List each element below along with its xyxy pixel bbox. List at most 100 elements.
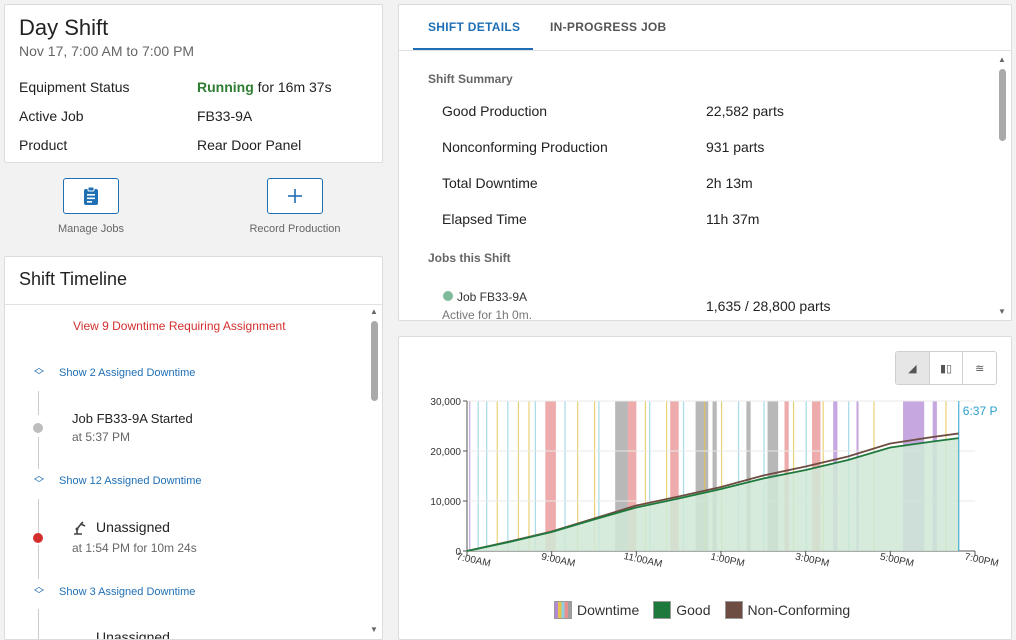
x-tick-label: 5:00PM xyxy=(879,552,915,570)
jobs-this-shift-heading: Jobs this Shift xyxy=(428,251,511,265)
scroll-up-icon[interactable]: ▲ xyxy=(370,307,378,316)
downtime-band xyxy=(644,401,646,551)
show-assigned-downtime-link-2[interactable]: Show 12 Assigned Downtime xyxy=(59,475,202,487)
good-production-value: 22,582 parts xyxy=(706,103,784,119)
active-job-label: Active Job xyxy=(19,108,84,124)
downtime-band xyxy=(594,401,596,551)
legend-label-downtime: Downtime xyxy=(577,602,640,618)
downtime-band xyxy=(665,401,668,551)
shift-title: Day Shift xyxy=(19,15,109,40)
nonconforming-label: Nonconforming Production xyxy=(442,139,608,155)
elapsed-time-value: 11h 37m xyxy=(706,211,760,227)
shift-details-card: SHIFT DETAILS IN-PROGRESS JOB Shift Summ… xyxy=(398,4,1012,321)
tab-in-progress-job[interactable]: IN-PROGRESS JOB xyxy=(550,20,667,34)
good-production-label: Good Production xyxy=(442,103,548,119)
timeline-connector xyxy=(38,499,39,533)
downtime-band xyxy=(682,401,685,551)
chart-type-toggle[interactable]: ◢ ▮▯ ≊ xyxy=(895,351,997,385)
robot-arm-icon xyxy=(74,521,86,535)
scroll-up-icon[interactable]: ▲ xyxy=(998,55,1006,64)
expand-chevron-icon[interactable]: ︿ ﹀ xyxy=(34,582,44,601)
scroll-down-icon[interactable]: ▼ xyxy=(370,625,378,634)
x-tick-label: 11:00AM xyxy=(622,551,663,570)
stacked-chart-icon[interactable]: ≊ xyxy=(962,352,996,384)
record-production-action[interactable]: Record Production xyxy=(231,178,359,235)
good-series-line xyxy=(466,437,959,552)
details-scrollbar[interactable]: ▲ ▼ xyxy=(997,53,1009,320)
downtime-band xyxy=(712,401,717,551)
timeline-connector xyxy=(38,609,39,639)
job-status-dot xyxy=(443,291,453,301)
job-status: Active for 1h 0m. xyxy=(442,308,533,321)
job-progress: 1,635 / 28,800 parts xyxy=(706,298,831,314)
downtime-band xyxy=(545,401,556,551)
downtime-band xyxy=(746,401,751,551)
show-assigned-downtime-link-3[interactable]: Show 3 Assigned Downtime xyxy=(59,586,196,598)
legend-good[interactable]: Good xyxy=(653,601,711,619)
event-job-started: Job FB33-9A Started xyxy=(72,411,193,426)
y-tick-label: 20,000 xyxy=(430,447,461,458)
area-chart-icon[interactable]: ◢ xyxy=(896,352,929,384)
expand-chevron-icon[interactable]: ︿ ﹀ xyxy=(34,363,44,382)
downtime-band xyxy=(507,401,509,551)
clipboard-icon xyxy=(84,187,98,205)
timeline-divider xyxy=(5,304,382,305)
legend-nonconforming[interactable]: Non-Conforming xyxy=(724,601,850,619)
downtime-band xyxy=(721,401,723,551)
current-time-label: 6:37 P xyxy=(963,404,998,418)
manage-jobs-action[interactable]: Manage Jobs xyxy=(41,178,141,235)
tab-divider xyxy=(399,50,1011,51)
downtime-band xyxy=(517,401,519,551)
downtime-band xyxy=(534,401,537,551)
legend-swatch-nonconforming xyxy=(724,601,743,619)
record-production-button[interactable] xyxy=(267,178,323,214)
downtime-band xyxy=(496,401,498,551)
production-chart-card: ◢ ▮▯ ≊ 0 10,000 20,000 30,000 7:00AM 9:00AM 11… xyxy=(398,336,1012,640)
running-status: Running xyxy=(197,79,254,95)
event-unassigned-2[interactable]: Unassigned xyxy=(96,629,170,640)
running-duration: for 16m 37s xyxy=(257,79,332,95)
details-scroll-thumb[interactable] xyxy=(999,69,1006,141)
x-tick-label: 7:00PM xyxy=(964,552,1000,570)
event-job-started-time: at 5:37 PM xyxy=(72,430,131,444)
downtime-band xyxy=(528,401,530,551)
job-name[interactable]: Job FB33-9A xyxy=(457,290,528,304)
product-value: Rear Door Panel xyxy=(197,137,302,153)
y-tick-label: 0 xyxy=(455,547,461,558)
shift-summary-card: Day Shift Nov 17, 7:00 AM to 7:00 PM Equ… xyxy=(4,4,383,163)
timeline-event-dot-unassigned xyxy=(33,533,43,543)
downtime-band xyxy=(598,401,600,551)
timeline-scrollbar[interactable]: ▲ ▼ xyxy=(368,307,380,639)
show-assigned-downtime-link-1[interactable]: Show 2 Assigned Downtime xyxy=(59,367,196,379)
x-tick-label: 7:00AM xyxy=(456,552,492,570)
x-tick-label: 1:00PM xyxy=(710,552,746,570)
equipment-status-label: Equipment Status xyxy=(19,79,130,95)
shift-time-range: Nov 17, 7:00 AM to 7:00 PM xyxy=(19,43,195,59)
x-tick-label: 3:00PM xyxy=(794,552,830,570)
downtime-band xyxy=(627,401,637,551)
shift-timeline-card: Shift Timeline View 9 Downtime Requiring… xyxy=(4,256,383,640)
manage-jobs-button[interactable] xyxy=(63,178,119,214)
product-label: Product xyxy=(19,137,68,153)
legend-downtime[interactable]: Downtime xyxy=(554,601,639,619)
total-downtime-value: 2h 13m xyxy=(706,175,753,191)
downtime-assignment-link[interactable]: View 9 Downtime Requiring Assignment xyxy=(73,319,286,333)
expand-chevron-icon[interactable]: ︿ ﹀ xyxy=(34,471,44,490)
production-chart: 0 10,000 20,000 30,000 7:00AM 9:00AM 11:00AM 1:… xyxy=(430,397,1000,570)
timeline-scroll-thumb[interactable] xyxy=(371,321,378,401)
event-unassigned-time: at 1:54 PM for 10m 24s xyxy=(72,541,197,555)
downtime-band xyxy=(704,401,706,551)
manage-jobs-label: Manage Jobs xyxy=(57,223,125,235)
shift-summary-heading: Shift Summary xyxy=(428,72,513,86)
timeline-connector xyxy=(38,391,39,415)
y-tick-label: 10,000 xyxy=(430,497,461,508)
legend-swatch-downtime xyxy=(554,601,572,619)
x-tick-label: 9:00AM xyxy=(540,552,576,570)
legend-label-good: Good xyxy=(676,602,711,618)
bar-chart-icon[interactable]: ▮▯ xyxy=(928,352,963,384)
scroll-down-icon[interactable]: ▼ xyxy=(998,307,1006,316)
downtime-band xyxy=(486,401,488,551)
tab-shift-details[interactable]: SHIFT DETAILS xyxy=(428,20,521,34)
downtime-band xyxy=(469,401,471,551)
event-unassigned[interactable]: Unassigned xyxy=(96,519,170,535)
